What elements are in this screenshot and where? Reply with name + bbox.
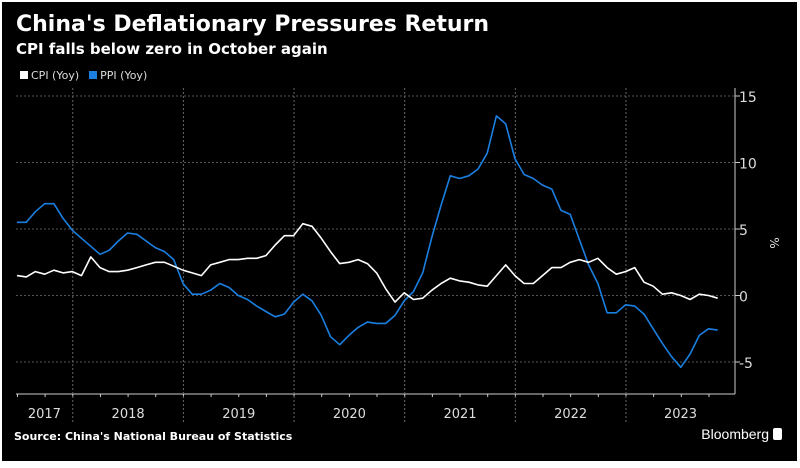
source-note: Source: China's National Bureau of Stati… <box>14 430 293 443</box>
x-tick-label: 2023 <box>664 407 697 422</box>
x-tick-label: 2020 <box>333 407 366 422</box>
legend: CPI (Yoy) PPI (Yoy) <box>20 69 147 82</box>
ppi-swatch <box>89 71 98 79</box>
legend-label-cpi: CPI (Yoy) <box>31 69 80 82</box>
y-tick-label: 0 <box>739 290 748 306</box>
y-tick-label: -5 <box>739 356 753 372</box>
legend-item-ppi: PPI (Yoy) <box>89 69 147 82</box>
y-axis-label: % <box>767 237 781 248</box>
x-tick-label: 2019 <box>222 407 255 422</box>
chart-panel <box>2 2 797 461</box>
series-line-cpi <box>16 222 718 303</box>
legend-item-cpi: CPI (Yoy) <box>20 69 79 82</box>
legend-label-ppi: PPI (Yoy) <box>100 69 148 82</box>
y-tick-label: 15 <box>739 90 757 106</box>
x-tick-label: 2017 <box>28 407 61 422</box>
series-line-ppi <box>17 115 718 369</box>
x-tick-label: 2022 <box>554 407 587 422</box>
y-tick-label: 5 <box>739 223 748 239</box>
x-tick-label: 2018 <box>112 407 145 422</box>
chart-subtitle: CPI falls below zero in October again <box>16 40 328 58</box>
logo-text: Bloomberg <box>701 426 769 442</box>
bloomberg-logo-icon <box>773 428 782 440</box>
x-tick-label: 2021 <box>443 407 476 422</box>
chart-title: China's Deflationary Pressures Return <box>16 12 490 37</box>
bloomberg-logo: Bloomberg <box>701 426 782 442</box>
y-tick-label: 10 <box>739 157 757 173</box>
cpi-swatch <box>20 71 28 79</box>
